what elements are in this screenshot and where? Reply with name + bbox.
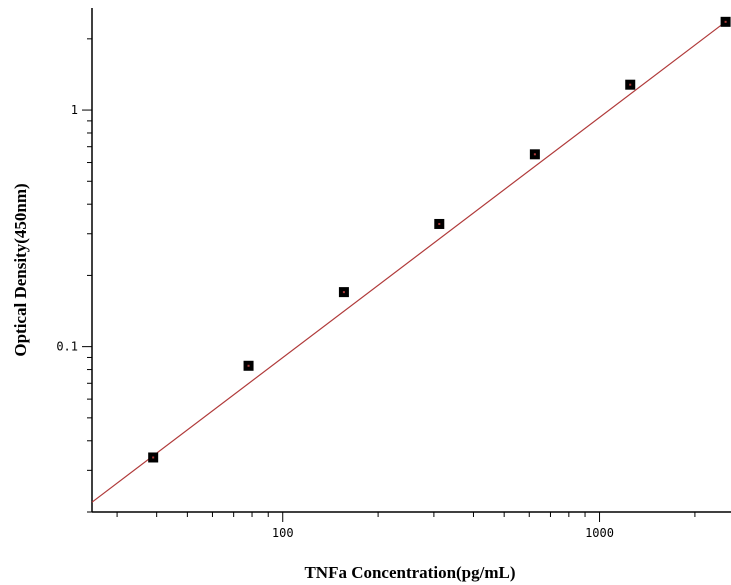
fit-line-group [91,21,726,503]
y-axis-title: Optical Density(450nm) [11,183,30,356]
fit-line [91,21,726,503]
data-point-center [629,83,632,86]
data-point-center [342,291,345,294]
x-tick-label: 100 [272,526,294,540]
axes [91,8,731,513]
data-point-center [247,364,250,367]
y-tick-label: 1 [71,103,78,117]
x-axis-title: TNFa Concentration(pg/mL) [304,563,515,582]
points-group [148,16,731,463]
y-tick-label: 0.1 [56,340,78,354]
data-point-center [152,456,155,459]
labels-group: 100 1000 0.1 1 [56,103,614,540]
x-tick-label: 1000 [585,526,614,540]
ticks [82,38,696,522]
data-point-center [533,153,536,156]
data-point-center [438,222,441,225]
data-point-center [724,20,727,23]
